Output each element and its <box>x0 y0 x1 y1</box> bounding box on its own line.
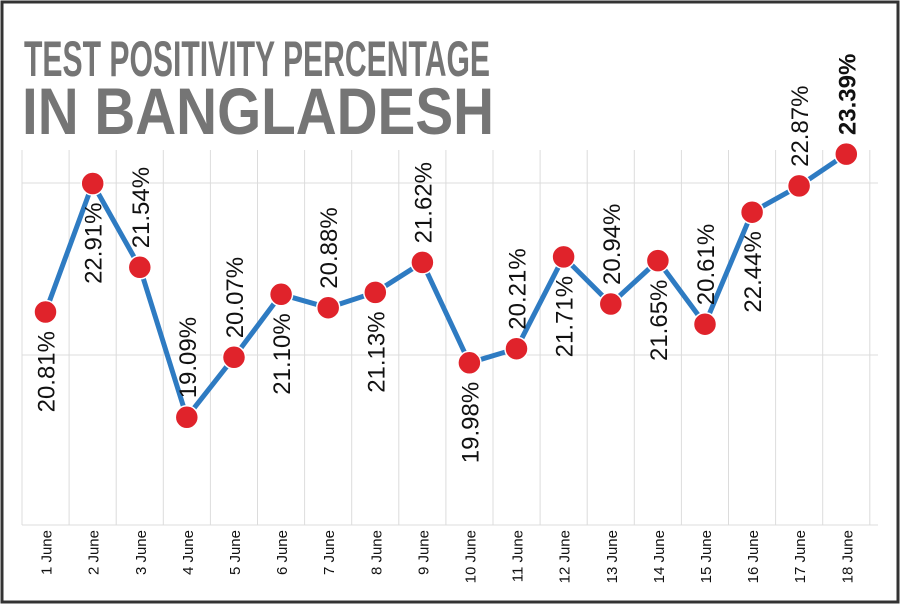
x-tick-label-12: 12 June <box>557 530 574 583</box>
x-tick-label-14: 14 June <box>651 530 668 583</box>
data-point-5 <box>221 345 247 370</box>
x-tick-label-17: 17 June <box>792 530 809 583</box>
data-label-6: 21.10% <box>269 313 296 394</box>
data-label-3: 21.54% <box>128 167 155 248</box>
data-label-11: 20.21% <box>505 248 532 329</box>
data-point-17 <box>786 173 812 199</box>
data-point-8 <box>363 280 388 305</box>
data-label-12: 21.71% <box>552 276 579 357</box>
x-tick-label-2: 2 June <box>86 530 103 575</box>
data-label-2: 22.91% <box>81 203 108 284</box>
data-point-9 <box>410 250 435 275</box>
label-layer: 20.81% 22.91% 21.54% 19.09% 20.07% 21.10% 20.8… <box>34 54 862 464</box>
data-point-12 <box>551 244 576 270</box>
x-tick-label-5: 5 June <box>227 530 244 575</box>
data-label-16: 22.44% <box>740 231 767 312</box>
data-point-13 <box>598 291 624 317</box>
data-label-14: 21.65% <box>646 280 673 361</box>
data-point-1 <box>33 299 58 325</box>
x-tick-label-8: 8 June <box>368 530 385 575</box>
data-label-9: 21.62% <box>410 162 437 243</box>
data-label-5: 20.07% <box>222 257 249 338</box>
data-point-15 <box>692 311 718 337</box>
x-tick-label-10: 10 June <box>462 530 479 583</box>
data-label-17: 22.87% <box>787 85 814 166</box>
data-label-15: 20.61% <box>693 224 720 305</box>
data-point-14 <box>645 248 671 273</box>
chart-title-line-1: TEST POSITIVITY PERCENTAGE <box>24 31 490 87</box>
data-point-3 <box>127 255 153 280</box>
series-line <box>43 151 849 420</box>
x-tick-label-6: 6 June <box>274 530 291 575</box>
x-tick-label-3: 3 June <box>133 530 150 575</box>
x-tick-label-16: 16 June <box>745 530 762 583</box>
data-label-10: 19.98% <box>457 382 484 463</box>
data-point-18 <box>834 141 859 167</box>
data-label-1: 20.81% <box>34 331 61 412</box>
data-label-8: 21.13% <box>363 311 390 392</box>
data-label-18: 23.39% <box>834 54 861 135</box>
x-tick-label-7: 7 June <box>321 530 338 575</box>
data-label-4: 19.09% <box>175 317 202 398</box>
x-tick-label-13: 13 June <box>604 530 621 583</box>
data-point-11 <box>504 336 529 361</box>
data-point-2 <box>80 171 105 196</box>
x-tick-label-18: 18 June <box>839 530 856 583</box>
data-point-6 <box>268 282 294 307</box>
data-point-10 <box>457 350 482 376</box>
data-point-16 <box>739 199 765 225</box>
data-label-7: 20.88% <box>316 207 343 288</box>
x-tick-label-9: 9 June <box>415 530 432 575</box>
chart-title-line-2: IN BANGLADESH <box>22 74 494 148</box>
x-tick-label-4: 4 June <box>180 530 197 575</box>
x-tick-label-1: 1 June <box>39 530 56 575</box>
tick-layer: 1 June 2 June 3 June 4 June 5 June 6 June 7 Ju… <box>39 530 857 583</box>
data-point-7 <box>315 295 341 320</box>
data-point-4 <box>174 405 200 430</box>
series-layer <box>33 141 859 430</box>
x-tick-label-15: 15 June <box>698 530 715 583</box>
x-tick-label-11: 11 June <box>510 530 527 582</box>
data-label-13: 20.94% <box>599 204 626 285</box>
